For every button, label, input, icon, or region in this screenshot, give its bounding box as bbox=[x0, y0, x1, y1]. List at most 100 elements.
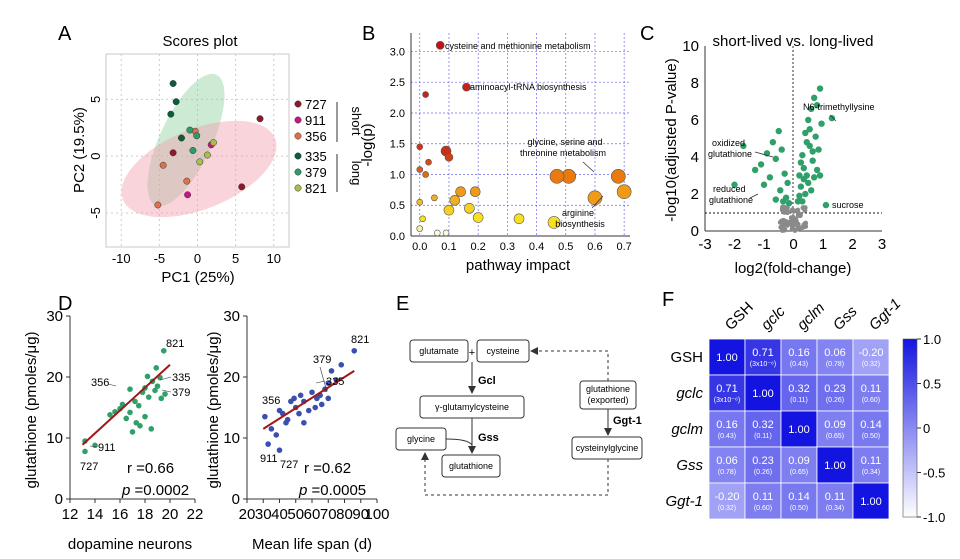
node-glutamate bbox=[409, 339, 469, 363]
d-left-point bbox=[144, 373, 151, 380]
annotation-oxidized-1: oxidized bbox=[712, 138, 745, 148]
a-point-727 bbox=[256, 115, 264, 123]
heatmap-col-label: gclc bbox=[758, 303, 789, 334]
d-right-xtick: 70 bbox=[320, 506, 337, 523]
panel-d-left-p-value: =0.0002 bbox=[130, 482, 189, 499]
d-left-strain-label: 335 bbox=[172, 372, 190, 384]
b-pathway-point bbox=[444, 152, 454, 162]
annotation-n6-pointer bbox=[829, 114, 837, 122]
a-point-335 bbox=[172, 98, 180, 106]
c-xtick: -3 bbox=[698, 236, 711, 253]
c-ns-point bbox=[777, 219, 783, 225]
heatmap-cell-value: 0.06 bbox=[716, 455, 737, 467]
a-ytick: 0 bbox=[88, 153, 103, 160]
heatmap-cell bbox=[780, 374, 818, 412]
heatmap-cell-value: 0.11 bbox=[753, 491, 774, 503]
panel-d-right-p-symbol: p bbox=[298, 482, 307, 499]
heatmap-cell-pvalue: (0.43) bbox=[718, 433, 736, 440]
c-sig-point bbox=[805, 179, 812, 187]
enzyme-gss: Gss bbox=[478, 432, 499, 444]
a-xtick: 5 bbox=[232, 251, 239, 266]
a-point-727 bbox=[238, 183, 246, 191]
panel-e: E glutamate + cysteine Gcl γ-glutamylcys… bbox=[395, 293, 643, 496]
heatmap-cell bbox=[816, 374, 854, 412]
b-pathway-point bbox=[435, 41, 445, 50]
arrow-glycine-join bbox=[445, 438, 473, 446]
heatmap-row-label: gclc bbox=[676, 385, 703, 402]
heatmap-cell-value: 0.16 bbox=[788, 347, 809, 359]
d-right-pointer-335 bbox=[315, 380, 326, 384]
c-sig-point bbox=[769, 139, 777, 146]
c-sig-point bbox=[777, 187, 784, 194]
a-xtick: -10 bbox=[112, 251, 131, 266]
node-exported-label-2: (exported) bbox=[587, 395, 628, 405]
d-left-strain-label: 911 bbox=[98, 442, 116, 454]
d-right-strain-label: 379 bbox=[313, 354, 331, 366]
recycle-to-glycine-head bbox=[421, 452, 429, 460]
a-xtick: -5 bbox=[154, 251, 166, 266]
d-left-point bbox=[92, 442, 98, 449]
b-pathway-point bbox=[416, 143, 424, 151]
panel-d-left-p-symbol: p bbox=[121, 482, 130, 499]
c-sig-point bbox=[802, 129, 809, 137]
colorbar-tick-label: 0 bbox=[923, 421, 930, 436]
c-ytick: 4 bbox=[691, 149, 699, 166]
d-right-point bbox=[312, 404, 319, 411]
a-point-335 bbox=[169, 80, 177, 87]
c-ns-point bbox=[802, 207, 808, 213]
c-xtick: 3 bbox=[878, 236, 886, 253]
c-xtick: 1 bbox=[819, 236, 827, 253]
b-pathway-point bbox=[462, 82, 471, 92]
heatmap-cell-value: 1.00 bbox=[716, 352, 737, 364]
heatmap-cell bbox=[816, 482, 854, 520]
enzyme-ggt1: Ggt-1 bbox=[613, 415, 642, 427]
d-left-point bbox=[152, 387, 158, 394]
heatmap-cell-pvalue: (0.60) bbox=[754, 505, 772, 512]
heatmap-cell bbox=[708, 374, 746, 412]
panel-d-right-xlabel: Mean life span (d) bbox=[252, 536, 372, 553]
legend-swatch-356 bbox=[294, 132, 302, 140]
node-cysteinylglycine-label: cysteinylglycine bbox=[576, 443, 639, 453]
c-sig-point bbox=[813, 166, 821, 174]
d-left-point bbox=[137, 423, 143, 429]
d-right-point bbox=[305, 407, 312, 414]
d-left-point bbox=[154, 383, 161, 389]
plus-sign: + bbox=[469, 347, 475, 359]
d-right-xtick: 20 bbox=[239, 506, 256, 523]
panel-c-xlabel: log2(fold-change) bbox=[735, 260, 852, 277]
b-pathway-point bbox=[464, 203, 475, 214]
node-cysteine-label: cysteine bbox=[486, 346, 519, 356]
heatmap-cell-pvalue: (0.34) bbox=[826, 505, 844, 512]
a-point-335 bbox=[167, 110, 175, 118]
heatmap-cell-value: -0.20 bbox=[858, 347, 883, 359]
heatmap-cell-value: 0.09 bbox=[788, 455, 809, 467]
d-left-pointer-379 bbox=[161, 389, 172, 393]
heatmap-cell-value: 0.11 bbox=[825, 491, 846, 503]
a-point-821 bbox=[210, 139, 217, 147]
d-left-point bbox=[127, 386, 133, 393]
panel-d-letter: D bbox=[58, 293, 72, 315]
c-sig-point bbox=[800, 164, 808, 172]
c-sig-point bbox=[802, 190, 809, 198]
panel-d-right-ylabel: glutathione (pmoles/μg) bbox=[205, 331, 222, 488]
panel-f-heatmap: 1.00 0.71 (3x10⁻⁶) 0.16 (0.43) 0.06 (0.78) -0.2… bbox=[708, 338, 890, 520]
c-sig-point bbox=[816, 172, 824, 179]
d-left-point bbox=[132, 398, 138, 405]
a-point-335 bbox=[178, 134, 185, 142]
legend-swatch-335 bbox=[294, 152, 302, 160]
c-ns-point bbox=[793, 217, 799, 223]
panel-f-column-labels: GSH gclc gclm Gss Ggt-1 bbox=[722, 295, 905, 334]
colorbar-tick-label: -0.5 bbox=[923, 466, 945, 481]
annotation-reduced-1: reduced bbox=[713, 184, 746, 194]
heatmap-cell bbox=[708, 482, 746, 520]
a-point-379 bbox=[186, 126, 194, 134]
panel-e-letter: E bbox=[396, 293, 409, 315]
b-pathway-point bbox=[587, 190, 603, 206]
heatmap-row-label: gclm bbox=[671, 421, 703, 438]
c-sig-point bbox=[803, 139, 810, 146]
arrow-ggt-head bbox=[604, 428, 612, 436]
c-sig-point bbox=[799, 151, 806, 159]
enzyme-gcl: Gcl bbox=[478, 375, 496, 387]
c-ytick: 2 bbox=[691, 186, 699, 203]
c-ytick: 6 bbox=[691, 112, 699, 129]
